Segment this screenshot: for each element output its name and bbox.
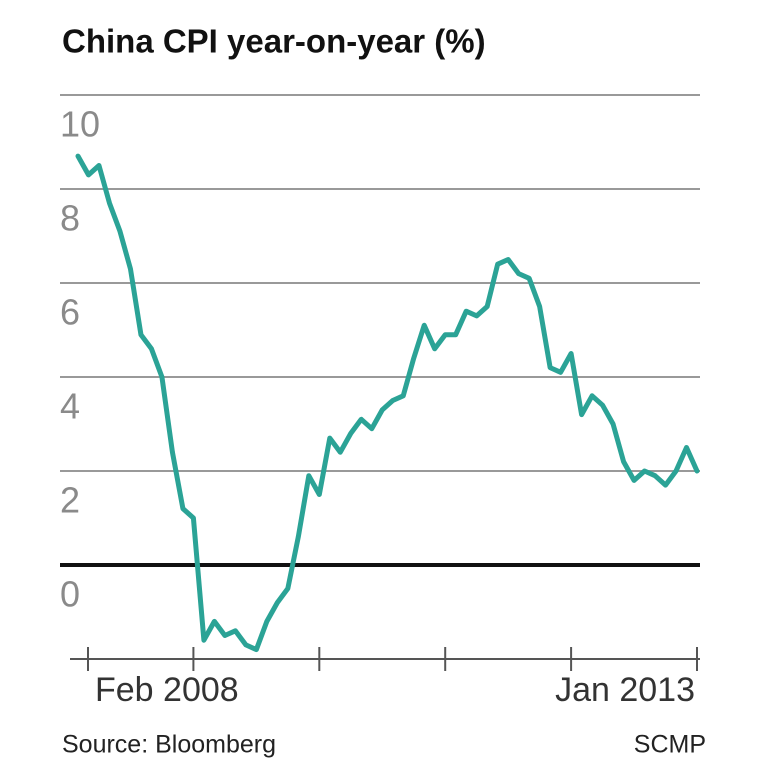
- y-tick-label: 0: [60, 574, 80, 615]
- source: Source: Bloomberg: [62, 731, 276, 759]
- y-tick-label: 4: [60, 386, 80, 427]
- y-tick-label: 8: [60, 198, 80, 239]
- publisher: SCMP: [634, 731, 706, 759]
- x-tick-label: Jan 2013: [555, 671, 695, 709]
- y-tick-label: 6: [60, 292, 80, 333]
- x-tick-label: Feb 2008: [95, 671, 239, 709]
- y-tick-label: 2: [60, 480, 80, 521]
- chart-title: China CPI year-on-year (%): [62, 23, 486, 60]
- cpi-line: [75, 153, 700, 653]
- y-tick-label: 10: [60, 104, 100, 145]
